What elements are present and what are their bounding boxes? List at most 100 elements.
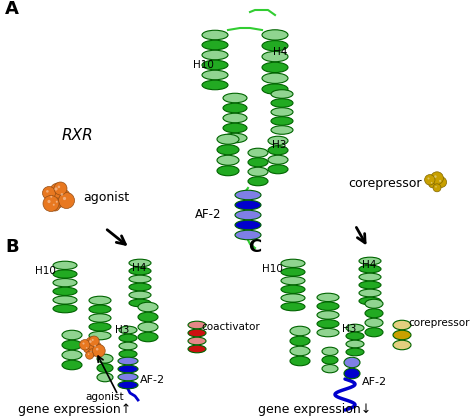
Circle shape [46, 190, 49, 193]
Circle shape [50, 201, 60, 211]
Ellipse shape [202, 40, 228, 50]
Ellipse shape [53, 279, 77, 287]
Ellipse shape [89, 296, 111, 305]
Circle shape [428, 180, 437, 188]
Ellipse shape [138, 312, 158, 322]
Ellipse shape [53, 305, 77, 313]
Circle shape [47, 193, 57, 203]
Ellipse shape [129, 299, 151, 307]
Ellipse shape [290, 326, 310, 336]
Ellipse shape [262, 41, 288, 51]
Circle shape [439, 180, 441, 182]
Circle shape [50, 183, 66, 199]
Text: H3: H3 [115, 325, 129, 335]
Ellipse shape [118, 357, 138, 365]
Ellipse shape [202, 30, 228, 40]
Ellipse shape [346, 324, 364, 332]
Text: corepressor: corepressor [348, 176, 421, 189]
Ellipse shape [281, 303, 305, 311]
Circle shape [86, 347, 87, 349]
Ellipse shape [188, 321, 206, 329]
Ellipse shape [235, 190, 261, 200]
Circle shape [57, 189, 70, 202]
Ellipse shape [359, 297, 381, 305]
Circle shape [431, 182, 432, 184]
Ellipse shape [53, 261, 77, 269]
Ellipse shape [290, 336, 310, 346]
Ellipse shape [235, 200, 261, 210]
Text: AF-2: AF-2 [195, 208, 221, 221]
Circle shape [96, 348, 99, 350]
Circle shape [91, 339, 94, 341]
Ellipse shape [359, 289, 381, 297]
Ellipse shape [365, 299, 383, 308]
Ellipse shape [89, 323, 111, 331]
Ellipse shape [365, 309, 383, 318]
Ellipse shape [119, 350, 137, 358]
Circle shape [47, 200, 51, 203]
Ellipse shape [322, 347, 338, 355]
Ellipse shape [290, 356, 310, 366]
Ellipse shape [53, 270, 77, 278]
Ellipse shape [53, 296, 77, 304]
Circle shape [55, 187, 58, 191]
Ellipse shape [235, 230, 261, 240]
Ellipse shape [119, 326, 137, 334]
Text: H3: H3 [272, 140, 286, 150]
Circle shape [433, 184, 441, 192]
Ellipse shape [62, 360, 82, 370]
Ellipse shape [223, 123, 247, 133]
Text: AF-2: AF-2 [140, 375, 165, 385]
Text: agonist: agonist [86, 392, 124, 402]
Ellipse shape [202, 60, 228, 70]
Ellipse shape [281, 285, 305, 293]
Ellipse shape [281, 294, 305, 302]
Ellipse shape [281, 277, 305, 285]
Circle shape [434, 175, 437, 178]
Circle shape [63, 197, 66, 200]
Ellipse shape [235, 210, 261, 220]
Circle shape [436, 177, 447, 187]
Circle shape [425, 175, 435, 185]
Circle shape [94, 345, 96, 347]
Ellipse shape [119, 342, 137, 350]
Circle shape [54, 182, 67, 195]
Text: H4: H4 [273, 47, 287, 57]
Ellipse shape [97, 373, 113, 382]
Circle shape [90, 351, 92, 353]
Ellipse shape [281, 259, 305, 267]
Ellipse shape [97, 364, 113, 372]
Ellipse shape [365, 328, 383, 337]
Text: coactivator: coactivator [201, 322, 260, 332]
Ellipse shape [346, 332, 364, 340]
Ellipse shape [262, 73, 288, 83]
Text: H10: H10 [193, 60, 214, 70]
Ellipse shape [217, 166, 239, 176]
Text: RXR: RXR [62, 128, 94, 143]
Ellipse shape [223, 113, 247, 123]
Ellipse shape [393, 320, 411, 330]
Text: agonist: agonist [83, 191, 129, 204]
Ellipse shape [217, 134, 239, 144]
Ellipse shape [223, 93, 247, 103]
Ellipse shape [393, 340, 411, 350]
Ellipse shape [89, 314, 111, 322]
Ellipse shape [217, 155, 239, 165]
Ellipse shape [281, 268, 305, 276]
Ellipse shape [393, 330, 411, 340]
Circle shape [43, 196, 59, 212]
Ellipse shape [89, 305, 111, 313]
Ellipse shape [62, 340, 82, 350]
Ellipse shape [322, 365, 338, 373]
Text: gene expression↑: gene expression↑ [18, 403, 131, 416]
Ellipse shape [97, 354, 113, 363]
Text: H4: H4 [362, 260, 376, 270]
Ellipse shape [129, 283, 151, 291]
Circle shape [50, 196, 52, 198]
Ellipse shape [217, 145, 239, 155]
Text: H4: H4 [132, 263, 146, 273]
Ellipse shape [317, 302, 339, 310]
Circle shape [56, 201, 58, 203]
Circle shape [435, 186, 437, 188]
Ellipse shape [359, 273, 381, 281]
